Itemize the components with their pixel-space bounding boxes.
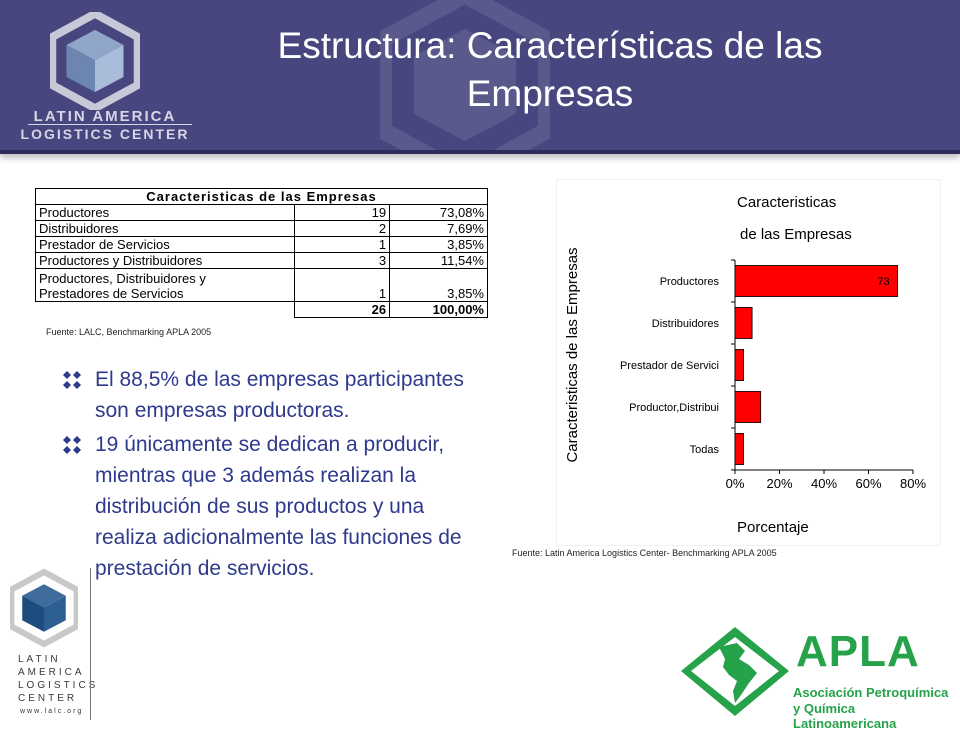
chart-plot-area: Productores 73 Distribuidores Prestador de … <box>620 259 926 491</box>
row-percent: 3,85% <box>389 236 488 253</box>
row-percent: 11,54% <box>389 252 488 269</box>
logo-word: AMERICA <box>18 667 85 678</box>
logo-word: LATIN <box>18 654 61 665</box>
total-empty-cell <box>36 302 295 318</box>
chart-bar <box>734 391 762 423</box>
bullet-text: 19 únicamente se dedican a producir, mie… <box>95 433 462 580</box>
slide-title-line-1: Estructura: Características de las <box>277 25 823 66</box>
apla-logo: APLA Asociación Petroquímica y Química L… <box>677 623 960 731</box>
row-percent: 73,08% <box>389 204 488 221</box>
table-row: Distribuidores 2 7,69% <box>34 220 488 237</box>
americas-map-icon <box>681 627 789 716</box>
chart-category-label: Distribuidores <box>652 318 720 330</box>
table-total-row: 26 100,00% <box>36 301 488 318</box>
cube-watermark-icon <box>380 0 550 150</box>
total-percent: 100,00% <box>389 301 488 318</box>
apla-subtitle-1: Asociación Petroquímica <box>793 685 949 700</box>
chart-bar <box>734 349 744 381</box>
row-percent: 7,69% <box>389 220 488 237</box>
chart-bar <box>734 265 899 297</box>
chart-panel: Caracteristicas de las Empresas Caracter… <box>557 180 940 545</box>
logo-word: LOGISTICS <box>18 680 99 691</box>
row-percent: 3,85% <box>389 268 488 302</box>
table-row: Prestador de Servicios 1 3,85% <box>34 236 488 253</box>
row-count: 19 <box>294 204 391 221</box>
lalc-logo: LATIN AMERICA LOGISTICS CENTER <box>10 12 192 142</box>
chart-bar <box>734 433 744 465</box>
bullet-item: El 88,5% de las empresas participantes s… <box>62 364 482 426</box>
chart-x-tick-label: 20% <box>766 476 792 491</box>
slide-title-line-2: Empresas <box>466 73 634 114</box>
logo-line-2: LOGISTICS CENTER <box>20 126 190 142</box>
row-label: Distribuidores <box>34 220 296 237</box>
table-row: Productores y Distribuidores 3 11,54% <box>34 252 488 269</box>
total-count: 26 <box>294 301 391 318</box>
chart-category-label: Prestador de Servici <box>620 360 719 372</box>
chart-source: Fuente: Latin America Logistics Center- … <box>508 546 844 560</box>
row-label: Productores, Distribuidores y Prestadore… <box>34 268 296 302</box>
chart-category-label: Todas <box>690 444 720 456</box>
chart-category-label: Productores <box>660 276 720 288</box>
row-label: Productores y Distribuidores <box>34 252 296 269</box>
slide-title: Estructura: Características de las Empre… <box>200 22 900 118</box>
bullet-list: El 88,5% de las empresas participantes s… <box>62 364 482 587</box>
diamond-bullet-icon <box>63 436 81 454</box>
row-label: Productores <box>34 204 296 221</box>
table-title: Caracteristicas de las Empresas <box>35 188 488 205</box>
chart-data-label: 73 <box>877 276 889 288</box>
row-label-line-1: Productores, Distribuidores y <box>39 271 206 286</box>
table-source: Fuente: LALC, Benchmarking APLA 2005 <box>46 327 212 337</box>
diamond-bullet-icon <box>63 371 81 389</box>
apla-subtitle-2: y Química Latinoamericana <box>793 701 897 731</box>
slide-header: LATIN AMERICA LOGISTICS CENTER Estructur… <box>0 0 960 154</box>
chart-x-tick-label: 60% <box>855 476 881 491</box>
row-count: 1 <box>294 268 391 302</box>
logo-word: CENTER <box>18 693 78 704</box>
row-count: 2 <box>294 220 391 237</box>
chart-title-line-1: Caracteristicas <box>737 194 836 211</box>
chart-title-line-2: de las Empresas <box>740 226 852 243</box>
chart-x-tick-label: 80% <box>900 476 926 491</box>
logo-rule <box>28 124 192 125</box>
logo-divider <box>90 568 91 720</box>
chart-x-tick-label: 0% <box>726 476 745 491</box>
table-row: Productores, Distribuidores y Prestadore… <box>34 268 488 302</box>
logo-line-1: LATIN AMERICA <box>33 108 177 125</box>
row-count: 3 <box>294 252 391 269</box>
chart-category-label: Productor,Distribui <box>629 402 719 414</box>
bar-chart: Caracteristicas de las Empresas Caracter… <box>564 194 926 536</box>
chart-y-axis-label: Caracteristicas de las Empresas <box>564 247 581 462</box>
lalc-logo-bottom: LATIN AMERICA LOGISTICS CENTER www.lalc.… <box>0 568 99 720</box>
chart-bar <box>734 307 753 339</box>
chart-x-axis-label: Porcentaje <box>737 519 809 536</box>
chart-x-tick-label: 40% <box>811 476 837 491</box>
logo-url: www.lalc.org <box>20 708 84 715</box>
bullet-item: 19 únicamente se dedican a producir, mie… <box>62 429 482 584</box>
lalc-cube-icon <box>10 568 78 648</box>
row-label-line-2: Prestadores de Servicios <box>39 286 184 301</box>
table-row: Productores 19 73,08% <box>34 204 488 221</box>
row-label: Prestador de Servicios <box>34 236 296 253</box>
lalc-cube-icon <box>50 12 140 110</box>
characteristics-table: Caracteristicas de las Empresas Producto… <box>34 188 488 318</box>
apla-wordmark: APLA <box>796 627 920 676</box>
row-count: 1 <box>294 236 391 253</box>
bullet-text: El 88,5% de las empresas participantes s… <box>95 368 464 422</box>
